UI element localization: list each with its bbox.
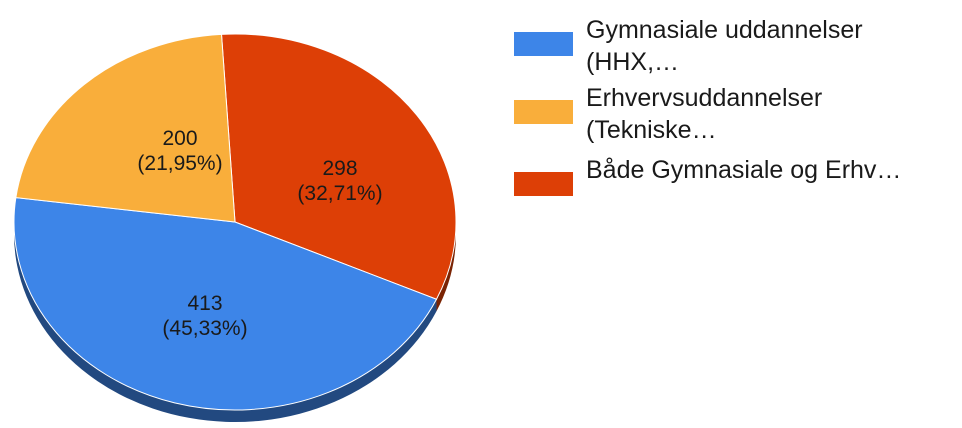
slice-percent-label: (45,33%) [162, 317, 247, 340]
pie-depth-layer [14, 222, 456, 422]
legend-swatch [514, 100, 573, 124]
legend-label: Både Gymnasiale og Erhv… [586, 156, 901, 184]
pie-top-layer [13, 33, 457, 411]
legend-label: (Tekniske… [586, 116, 717, 144]
legend-label: (HHX,… [586, 48, 679, 76]
slice-value-label: 200 [162, 127, 197, 150]
slice-value-label: 298 [322, 157, 357, 180]
legend-swatch [514, 32, 573, 56]
legend-label: Erhvervsuddannelser [586, 84, 822, 112]
legend-label: Gymnasiale uddannelser [586, 16, 863, 44]
pie-slice[interactable] [13, 197, 438, 411]
legend: Gymnasiale uddannelser (HHX,… Erhvervsudda… [514, 16, 901, 196]
slice-percent-label: (21,95%) [137, 152, 222, 175]
slice-labels: 298(32,71%) 413(45,33%) 200(21,95%) [137, 127, 382, 340]
slice-percent-label: (32,71%) [297, 182, 382, 205]
pie-slice[interactable] [220, 33, 457, 300]
pie-slice[interactable] [15, 33, 236, 223]
pie-slice-side [436, 222, 456, 312]
legend-swatch [514, 172, 573, 196]
slice-value-label: 413 [187, 292, 222, 315]
